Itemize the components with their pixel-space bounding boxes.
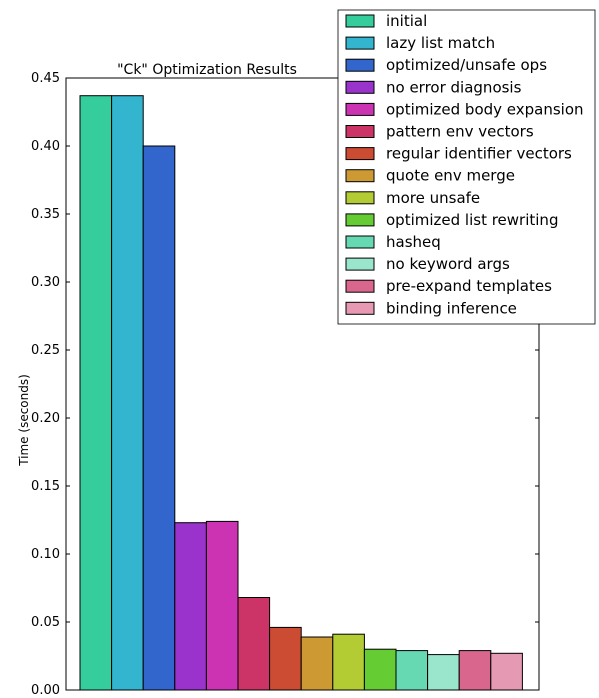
legend-label-10: hasheq <box>386 233 441 251</box>
legend-swatch-5 <box>345 125 375 138</box>
legend-swatch-10 <box>345 235 375 249</box>
legend-label-8: more unsafe <box>386 189 480 207</box>
bar-3 <box>174 522 207 691</box>
bar-2 <box>142 145 176 691</box>
legend-items: initial lazy list match optimized/unsafe o… <box>345 12 584 317</box>
y-axis-label: Time (seconds) <box>17 374 31 467</box>
y-tick-label-2: 0.10 <box>31 547 60 562</box>
bars-group <box>79 95 523 691</box>
bar-13 <box>490 652 523 691</box>
bar-0 <box>79 95 113 691</box>
legend-swatch-3 <box>345 80 375 94</box>
legend-label-6: regular identifier vectors <box>386 145 572 163</box>
y-tick-label-4: 0.20 <box>31 411 60 426</box>
legend-label-5: pattern env vectors <box>386 123 534 141</box>
legend-swatch-6 <box>345 147 375 161</box>
legend-swatch-1 <box>345 36 375 50</box>
legend-label-7: quote env merge <box>386 167 515 185</box>
bar-8 <box>332 633 365 691</box>
y-tick-label-9: 0.45 <box>31 71 60 86</box>
y-tick-label-6: 0.30 <box>31 275 60 290</box>
legend-swatch-8 <box>345 191 375 205</box>
legend-label-0: initial <box>386 12 427 30</box>
y-axis-ticks: 0.00 0.05 0.10 0.15 0.20 0.25 0.30 0.35 0.40 0.45 <box>31 71 539 698</box>
legend-label-11: no keyword args <box>386 255 510 273</box>
legend-swatch-0 <box>345 14 375 28</box>
legend-swatch-2 <box>345 58 375 72</box>
legend-box <box>337 9 596 325</box>
plot-frame <box>65 77 540 691</box>
y-tick-label-7: 0.35 <box>31 207 60 222</box>
legend-label-13: binding inference <box>386 299 517 317</box>
legend-label-4: optimized body expansion <box>386 100 584 118</box>
y-tick-label-5: 0.25 <box>31 343 60 358</box>
y-tick-label-1: 0.05 <box>31 615 60 630</box>
bar-5 <box>237 597 271 691</box>
legend-swatch-13 <box>345 301 375 315</box>
bar-10 <box>395 650 429 691</box>
legend-swatch-11 <box>345 257 375 271</box>
bar-9 <box>363 648 397 691</box>
bar-12 <box>458 650 492 691</box>
y-tick-label-0: 0.00 <box>31 683 60 698</box>
legend: initial lazy list match optimized/unsafe o… <box>337 9 596 325</box>
y-tick-label-3: 0.15 <box>31 479 60 494</box>
bar-11 <box>427 654 460 691</box>
legend-swatch-7 <box>345 169 375 183</box>
legend-label-9: optimized list rewriting <box>386 211 558 229</box>
legend-swatch-4 <box>345 102 375 116</box>
bar-4 <box>205 520 239 691</box>
bar-1 <box>111 95 144 691</box>
legend-label-2: optimized/unsafe ops <box>386 56 547 74</box>
legend-label-12: pre-expand templates <box>386 277 552 295</box>
legend-swatch-9 <box>345 213 375 227</box>
bar-7 <box>300 636 334 691</box>
legend-label-1: lazy list match <box>386 34 495 52</box>
bar-6 <box>269 626 302 691</box>
legend-swatch-12 <box>345 279 375 293</box>
y-tick-label-8: 0.40 <box>31 139 60 154</box>
chart-title: "Ck" Optimization Results <box>117 62 297 78</box>
legend-label-3: no error diagnosis <box>386 78 522 96</box>
